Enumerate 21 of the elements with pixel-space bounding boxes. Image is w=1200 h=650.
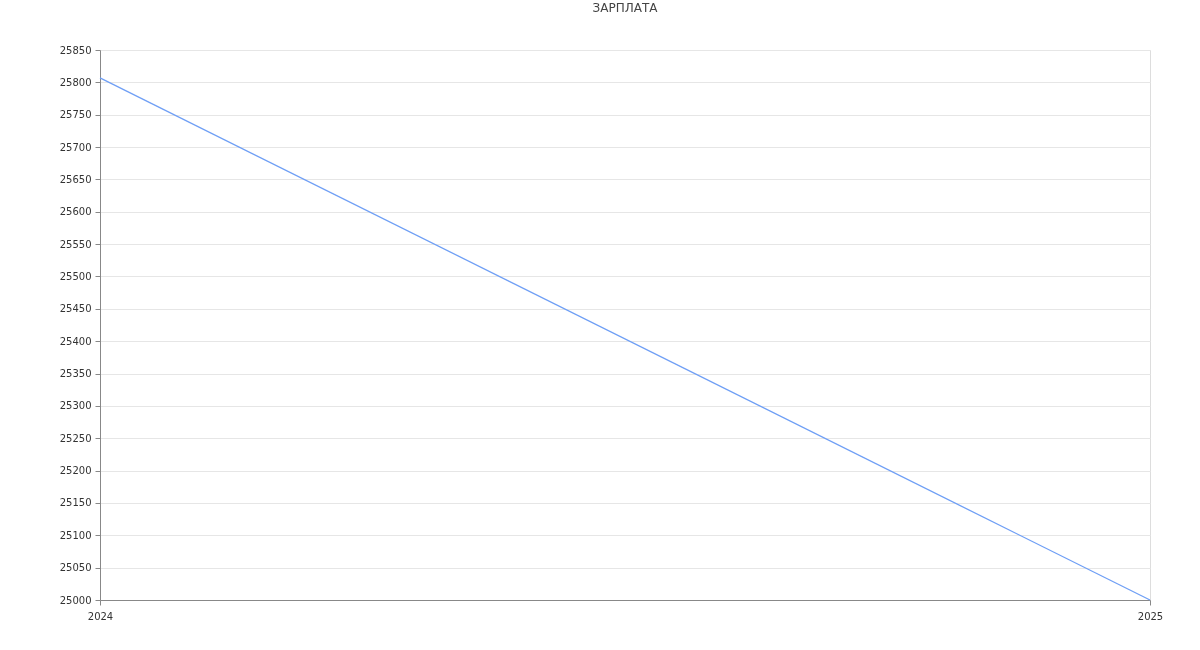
- y-tick-label: 25750: [59, 109, 92, 121]
- y-tick-label: 25600: [59, 206, 92, 218]
- y-tick-label: 25800: [59, 76, 92, 88]
- chart-title: ЗАРПЛАТА: [592, 1, 659, 15]
- y-tick-label: 25850: [59, 44, 92, 56]
- y-tick-label: 25200: [59, 465, 92, 477]
- y-tick-label: 25250: [59, 432, 92, 444]
- x-tick-label: 2024: [87, 610, 114, 622]
- y-tick-label: 25400: [59, 335, 92, 347]
- y-tick-label: 25350: [59, 368, 92, 380]
- y-tick-label: 25100: [59, 529, 92, 541]
- y-tick-label: 25450: [59, 303, 92, 315]
- y-tick-label: 25650: [59, 173, 92, 185]
- y-tick-label: 25500: [59, 270, 92, 282]
- y-tick-label: 25550: [59, 238, 92, 250]
- y-tick-label: 25050: [59, 562, 92, 574]
- x-tick-label: 2025: [1137, 610, 1164, 622]
- y-tick-label: 25150: [59, 497, 92, 509]
- y-tick-label: 25700: [59, 141, 92, 153]
- y-tick-label: 25000: [59, 594, 92, 606]
- y-tick-label: 25300: [59, 400, 92, 412]
